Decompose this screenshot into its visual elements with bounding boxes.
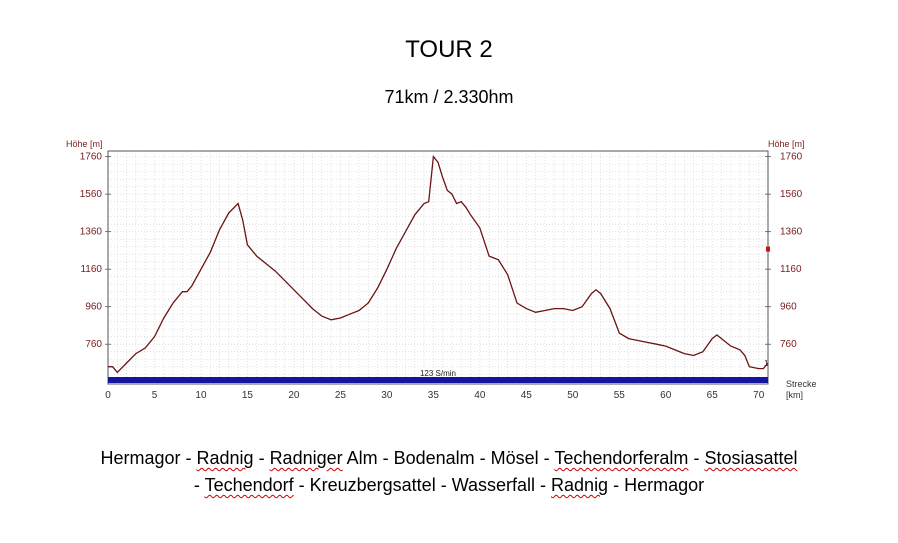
route-text: Alm - Bodenalm - Mösel - xyxy=(342,448,555,468)
x-tick-label: 40 xyxy=(474,390,486,401)
x-tick-label: 30 xyxy=(381,390,393,401)
route-description-line2: - Techendorf - Kreuzbergsattel - Wasserf… xyxy=(0,472,898,499)
y-tick-label-right: 760 xyxy=(780,339,797,350)
tour-summary: 71km / 2.330hm xyxy=(384,87,514,107)
y-tick-label-left: 960 xyxy=(85,302,102,313)
x-tick-label: 60 xyxy=(660,390,672,401)
x-axis-label: Strecke [km] xyxy=(786,379,819,400)
y-tick-label-left: 760 xyxy=(85,339,102,350)
y-tick-labels: 760 760 960 960 1160 1160 1360 1360 1560 1560 1760… xyxy=(80,152,803,351)
route-text: Hermagor - xyxy=(100,448,197,468)
route-text: - xyxy=(688,448,705,468)
route-place-name: Radnig xyxy=(196,448,254,468)
route-text: - xyxy=(253,448,270,468)
route-place-name: Radnig xyxy=(551,475,609,495)
x-tick-label: 15 xyxy=(242,390,254,401)
elevation-profile-line xyxy=(108,154,769,374)
y-tick-label-left: 1160 xyxy=(80,264,102,275)
x-tick-label: 20 xyxy=(288,390,300,401)
y-axis-label-left: Höhe [m] xyxy=(66,139,103,149)
plot-frame xyxy=(107,150,769,385)
page-title: TOUR 2 xyxy=(405,36,493,63)
x-tick-label: 10 xyxy=(195,390,207,401)
route-description-line1: Hermagor - Radnig - Radniger Alm - Boden… xyxy=(0,445,898,472)
x-tick-labels: 0 5 10 15 20 25 30 35 40 45 50 55 60 65 70 xyxy=(105,390,764,401)
x-tick-label: 5 xyxy=(152,390,158,401)
x-tick-label: 25 xyxy=(335,390,347,401)
y-tick-label-right: 1560 xyxy=(780,189,803,200)
y-tick-label-right: 960 xyxy=(780,302,797,313)
bar-label: 123 S/min xyxy=(420,369,456,378)
end-label: 1 xyxy=(764,359,769,368)
route-place-name: Radniger xyxy=(269,448,343,468)
right-axis-marker xyxy=(766,246,770,252)
y-tick-label-left: 1760 xyxy=(80,152,103,163)
x-tick-label: 65 xyxy=(707,390,719,401)
elevation-profile-chart: Höhe [m] Höhe [m] Strecke [km] 760 760 960… xyxy=(66,139,819,401)
x-tick-label: 55 xyxy=(614,390,626,401)
x-tick-label: 35 xyxy=(428,390,440,401)
y-tick-label-left: 1560 xyxy=(80,189,103,200)
route-place-name: Techendorf xyxy=(204,475,294,495)
baseline-bar xyxy=(108,377,768,383)
y-tick-label-right: 1160 xyxy=(780,264,802,275)
x-tick-label: 0 xyxy=(105,390,111,401)
x-axis-label-line2: [km] xyxy=(786,390,803,400)
route-text: - Kreuzbergsattel - Wasserfall - xyxy=(293,475,552,495)
route-place-name: Techendorferalm xyxy=(554,448,689,468)
x-axis-label-line1: Strecke xyxy=(786,379,817,389)
route-text: - Hermagor xyxy=(608,475,705,495)
route-place-name: Stosiasattel xyxy=(704,448,798,468)
x-tick-label: 45 xyxy=(521,390,533,401)
y-tick-label-right: 1360 xyxy=(780,227,803,238)
route-text: - xyxy=(193,475,205,495)
x-tick-label: 70 xyxy=(753,390,765,401)
y-tick-label-left: 1360 xyxy=(80,227,103,238)
y-tick-label-right: 1760 xyxy=(780,152,803,163)
chart-grid xyxy=(108,151,768,378)
y-axis-label-right: Höhe [m] xyxy=(768,139,805,149)
x-tick-label: 50 xyxy=(567,390,579,401)
